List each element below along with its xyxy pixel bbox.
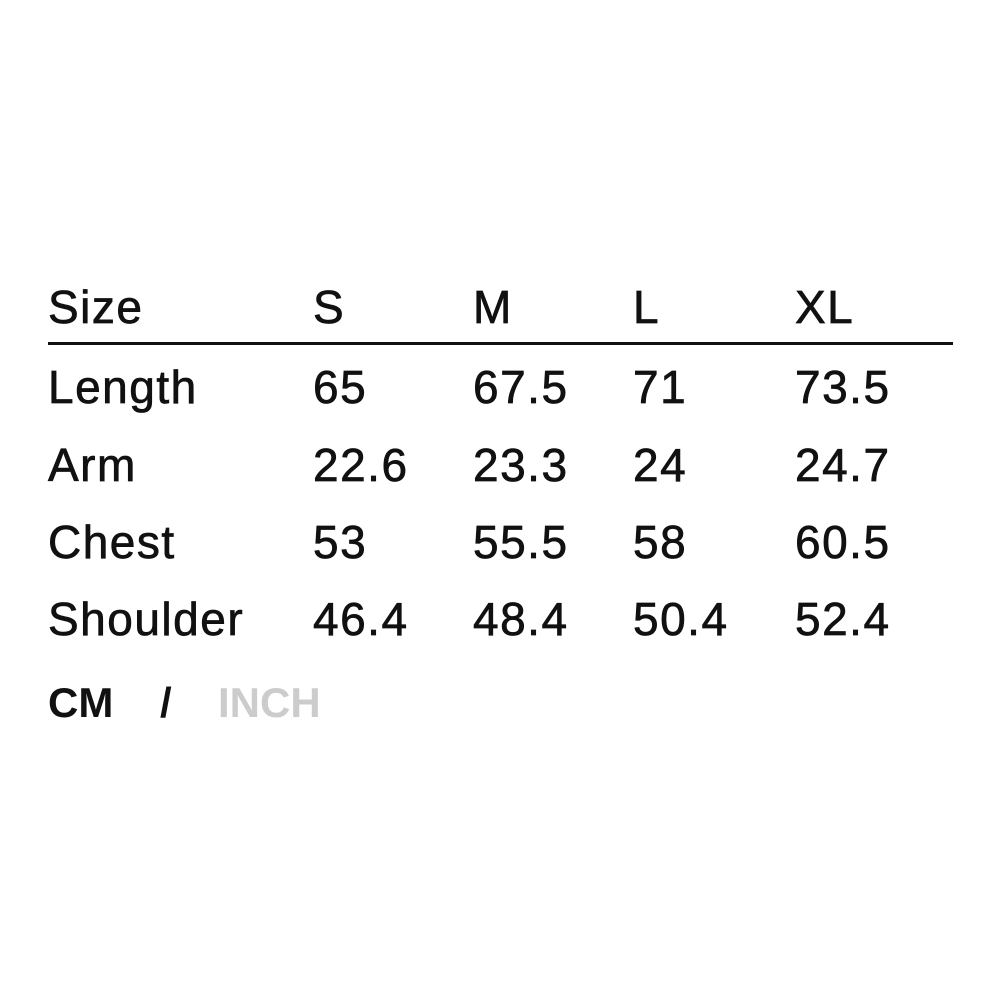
unit-separator: / (160, 679, 172, 726)
table-cell: 60.5 (795, 516, 891, 568)
table-cell: 53 (313, 516, 368, 568)
table-cell: 46.4 (313, 593, 409, 645)
table-cell: 22.6 (313, 439, 409, 491)
unit-inch-toggle[interactable]: INCH (218, 679, 321, 726)
table-cell: 55.5 (473, 516, 569, 568)
table-cell: 24 (633, 439, 688, 491)
header-size: XL (795, 281, 855, 333)
table-cell: 67.5 (473, 361, 569, 413)
table-cell: 50.4 (633, 593, 729, 645)
header-size: L (633, 281, 661, 333)
row-label: Length (48, 361, 198, 413)
header-divider (48, 342, 953, 345)
header-size: M (473, 281, 513, 333)
table-cell: 48.4 (473, 593, 569, 645)
row-label: Shoulder (48, 593, 245, 645)
table-cell: 65 (313, 361, 368, 413)
header-size: S (313, 281, 346, 333)
row-label: Arm (48, 439, 137, 491)
table-cell: 24.7 (795, 439, 891, 491)
table-cell: 73.5 (795, 361, 891, 413)
table-cell: 52.4 (795, 593, 891, 645)
table-cell: 23.3 (473, 439, 569, 491)
table-cell: 58 (633, 516, 688, 568)
row-label: Chest (48, 516, 176, 568)
unit-cm-toggle[interactable]: CM (48, 679, 114, 726)
header-label: Size (48, 281, 144, 333)
table-cell: 71 (633, 361, 688, 413)
